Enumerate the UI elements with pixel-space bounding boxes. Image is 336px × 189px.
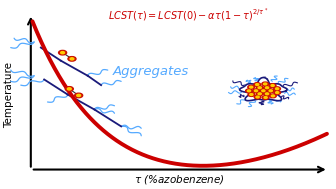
Circle shape xyxy=(256,92,263,96)
Circle shape xyxy=(247,90,251,92)
Circle shape xyxy=(68,57,76,61)
Circle shape xyxy=(256,84,259,85)
Text: $\mathit{LCST}(\tau) = \mathit{LCST}(0) - \alpha\tau(1-\tau)^{2/\tau^*}$: $\mathit{LCST}(\tau) = \mathit{LCST}(0) … xyxy=(108,6,268,22)
Circle shape xyxy=(274,91,281,94)
Circle shape xyxy=(269,94,276,98)
Circle shape xyxy=(70,58,74,60)
Circle shape xyxy=(248,85,254,89)
Circle shape xyxy=(271,85,274,86)
Circle shape xyxy=(250,94,253,95)
Text: Temperature: Temperature xyxy=(4,61,14,128)
Text: $\tau$ (%azobenzene): $\tau$ (%azobenzene) xyxy=(134,174,225,186)
Circle shape xyxy=(265,87,269,89)
Circle shape xyxy=(61,52,65,54)
Circle shape xyxy=(254,95,261,99)
Circle shape xyxy=(264,92,270,96)
Circle shape xyxy=(248,93,255,96)
Polygon shape xyxy=(240,77,287,101)
Circle shape xyxy=(250,86,253,88)
Circle shape xyxy=(67,88,71,90)
Circle shape xyxy=(65,87,73,91)
Circle shape xyxy=(253,89,259,93)
Circle shape xyxy=(262,82,268,86)
Circle shape xyxy=(264,86,270,90)
Circle shape xyxy=(254,90,258,92)
Circle shape xyxy=(258,93,261,95)
Circle shape xyxy=(262,96,269,99)
Circle shape xyxy=(77,94,81,97)
Circle shape xyxy=(254,83,260,86)
Text: Aggregates: Aggregates xyxy=(113,65,190,78)
Circle shape xyxy=(265,93,269,95)
Circle shape xyxy=(271,95,275,97)
Circle shape xyxy=(256,86,263,90)
Circle shape xyxy=(274,87,281,91)
Circle shape xyxy=(58,50,67,55)
Circle shape xyxy=(269,90,272,92)
Circle shape xyxy=(276,88,279,90)
Circle shape xyxy=(264,83,267,85)
Circle shape xyxy=(267,89,274,93)
Circle shape xyxy=(75,93,83,98)
Circle shape xyxy=(262,90,265,92)
Circle shape xyxy=(258,87,261,89)
Circle shape xyxy=(246,89,252,93)
Circle shape xyxy=(269,84,276,87)
Circle shape xyxy=(260,89,267,93)
Circle shape xyxy=(276,92,279,94)
Circle shape xyxy=(264,97,267,98)
Circle shape xyxy=(256,96,259,98)
